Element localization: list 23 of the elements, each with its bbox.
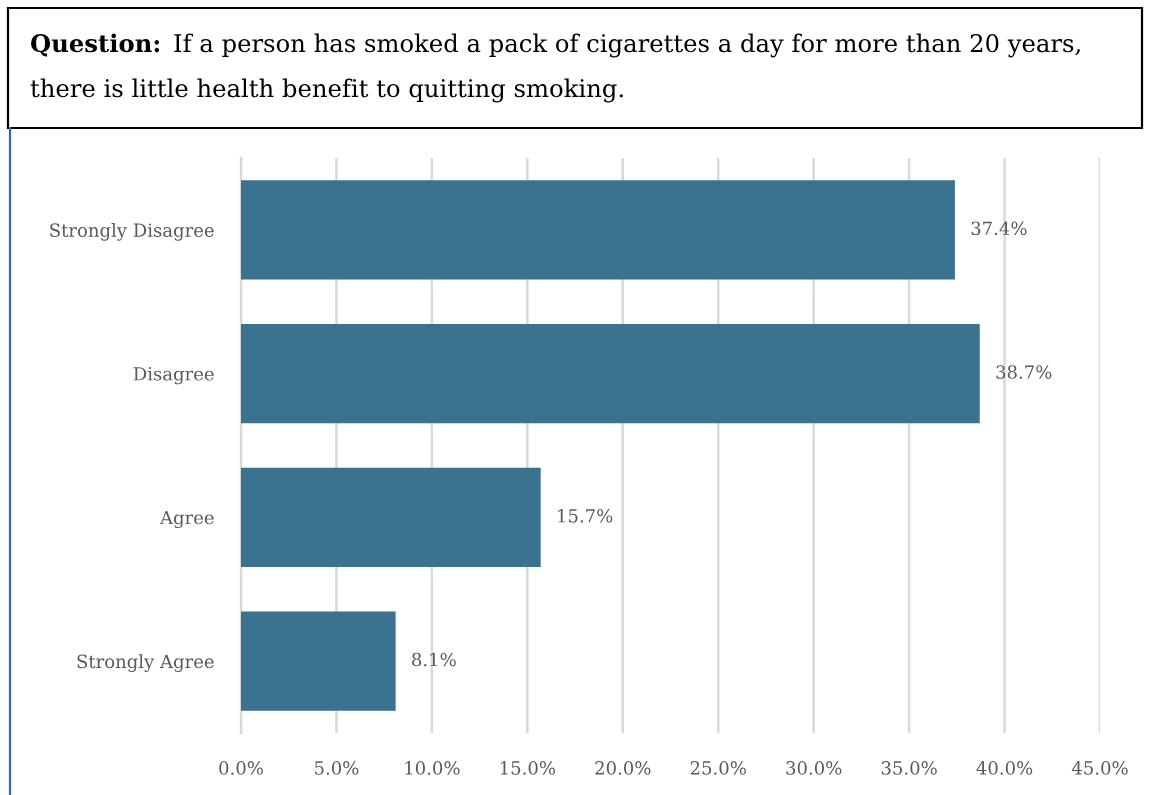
x-tick-label: 0.0% xyxy=(219,761,263,775)
data-label: 38.7% xyxy=(996,365,1052,379)
x-tick-label: 45.0% xyxy=(1071,761,1128,775)
chart-title: Question: If a person has smoked a pack of cigarettes a day for more than 20 years, there is little health benefit to quitting smoking. xyxy=(30,33,1080,103)
x-tick-label: 10.0% xyxy=(405,761,460,775)
data-label: 8.1% xyxy=(412,652,456,667)
x-tick-label: 35.0% xyxy=(881,761,937,775)
y-tick-label: Strongly Agree xyxy=(77,654,214,672)
y-tick-label: Disagree xyxy=(133,367,214,385)
x-tick-label: 40.0% xyxy=(976,761,1033,775)
bar xyxy=(241,467,541,567)
y-tick-label: Agree xyxy=(159,510,214,529)
data-label: 15.7% xyxy=(558,508,613,523)
y-tick-label: Strongly Disagree xyxy=(50,223,214,241)
x-tick-label: 20.0% xyxy=(595,761,651,775)
x-tick-label: 25.0% xyxy=(690,761,746,775)
x-tick-label: 15.0% xyxy=(500,761,556,775)
data-label: 37.4% xyxy=(971,221,1027,236)
x-tick-label: 5.0% xyxy=(315,761,359,775)
x-tick-label: 30.0% xyxy=(786,761,842,775)
bar xyxy=(241,180,955,280)
bar xyxy=(241,611,396,711)
bar xyxy=(241,324,980,424)
